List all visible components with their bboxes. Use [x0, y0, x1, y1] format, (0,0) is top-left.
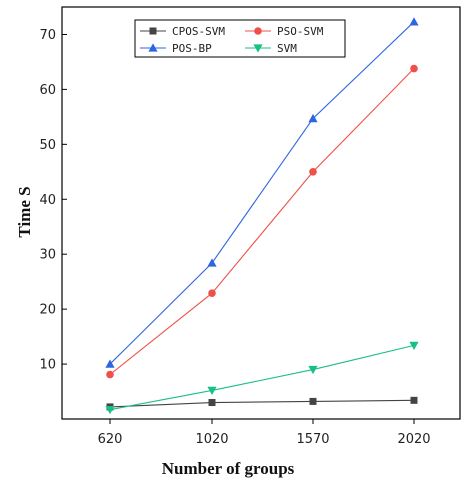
legend-label: SVM	[277, 42, 297, 55]
data-point	[207, 386, 217, 396]
data-point	[309, 397, 317, 405]
data-point	[308, 365, 318, 375]
data-point	[410, 396, 418, 404]
y-tick-label: 20	[39, 303, 56, 318]
series-line	[109, 21, 415, 365]
y-tick-label: 50	[39, 138, 56, 153]
series-pso-svm	[106, 64, 418, 379]
x-tick-label: 1020	[195, 432, 228, 447]
x-axis-title: Number of groups	[162, 459, 295, 478]
legend-marker	[148, 43, 158, 52]
data-point	[105, 359, 115, 368]
data-point	[105, 405, 115, 415]
y-tick-label: 60	[39, 83, 56, 98]
plot-frame	[61, 6, 461, 420]
series-svm	[105, 341, 419, 415]
series-pos-bp	[105, 17, 419, 368]
x-tick-label: 620	[98, 432, 123, 447]
y-tick-label: 30	[39, 248, 56, 263]
data-point	[410, 64, 418, 73]
series-layer	[105, 17, 419, 415]
legend-label: PSO-SVM	[277, 25, 324, 38]
x-axis: 620 1020 1570 2020	[98, 419, 431, 447]
series-line	[109, 399, 415, 408]
series-line	[109, 344, 415, 411]
data-point	[309, 168, 317, 176]
data-point	[208, 289, 216, 298]
legend-label: POS-BP	[172, 42, 212, 55]
x-tick-label: 2020	[397, 432, 430, 447]
y-tick-label: 40	[39, 193, 56, 208]
series-cpos-svm	[106, 396, 418, 411]
y-tick-label: 70	[39, 28, 56, 43]
y-axis-title: Time S	[15, 186, 34, 237]
data-point	[409, 341, 419, 350]
data-point	[409, 17, 419, 26]
series-line	[109, 68, 415, 375]
data-point	[106, 370, 114, 379]
y-tick-label: 10	[39, 358, 56, 373]
legend-box	[134, 19, 346, 58]
legend-marker	[149, 27, 157, 35]
data-point	[207, 258, 217, 267]
y-axis: 10 20 30 40 50 60 70	[39, 28, 67, 373]
legend-label: CPOS-SVM	[172, 25, 225, 38]
data-point	[308, 113, 318, 123]
legend: CPOS-SVM PSO-SVM POS-BP SVM	[134, 19, 346, 58]
data-point	[208, 399, 216, 407]
x-tick-label: 1570	[296, 432, 329, 447]
legend-marker	[254, 27, 262, 35]
legend-marker	[253, 44, 263, 53]
